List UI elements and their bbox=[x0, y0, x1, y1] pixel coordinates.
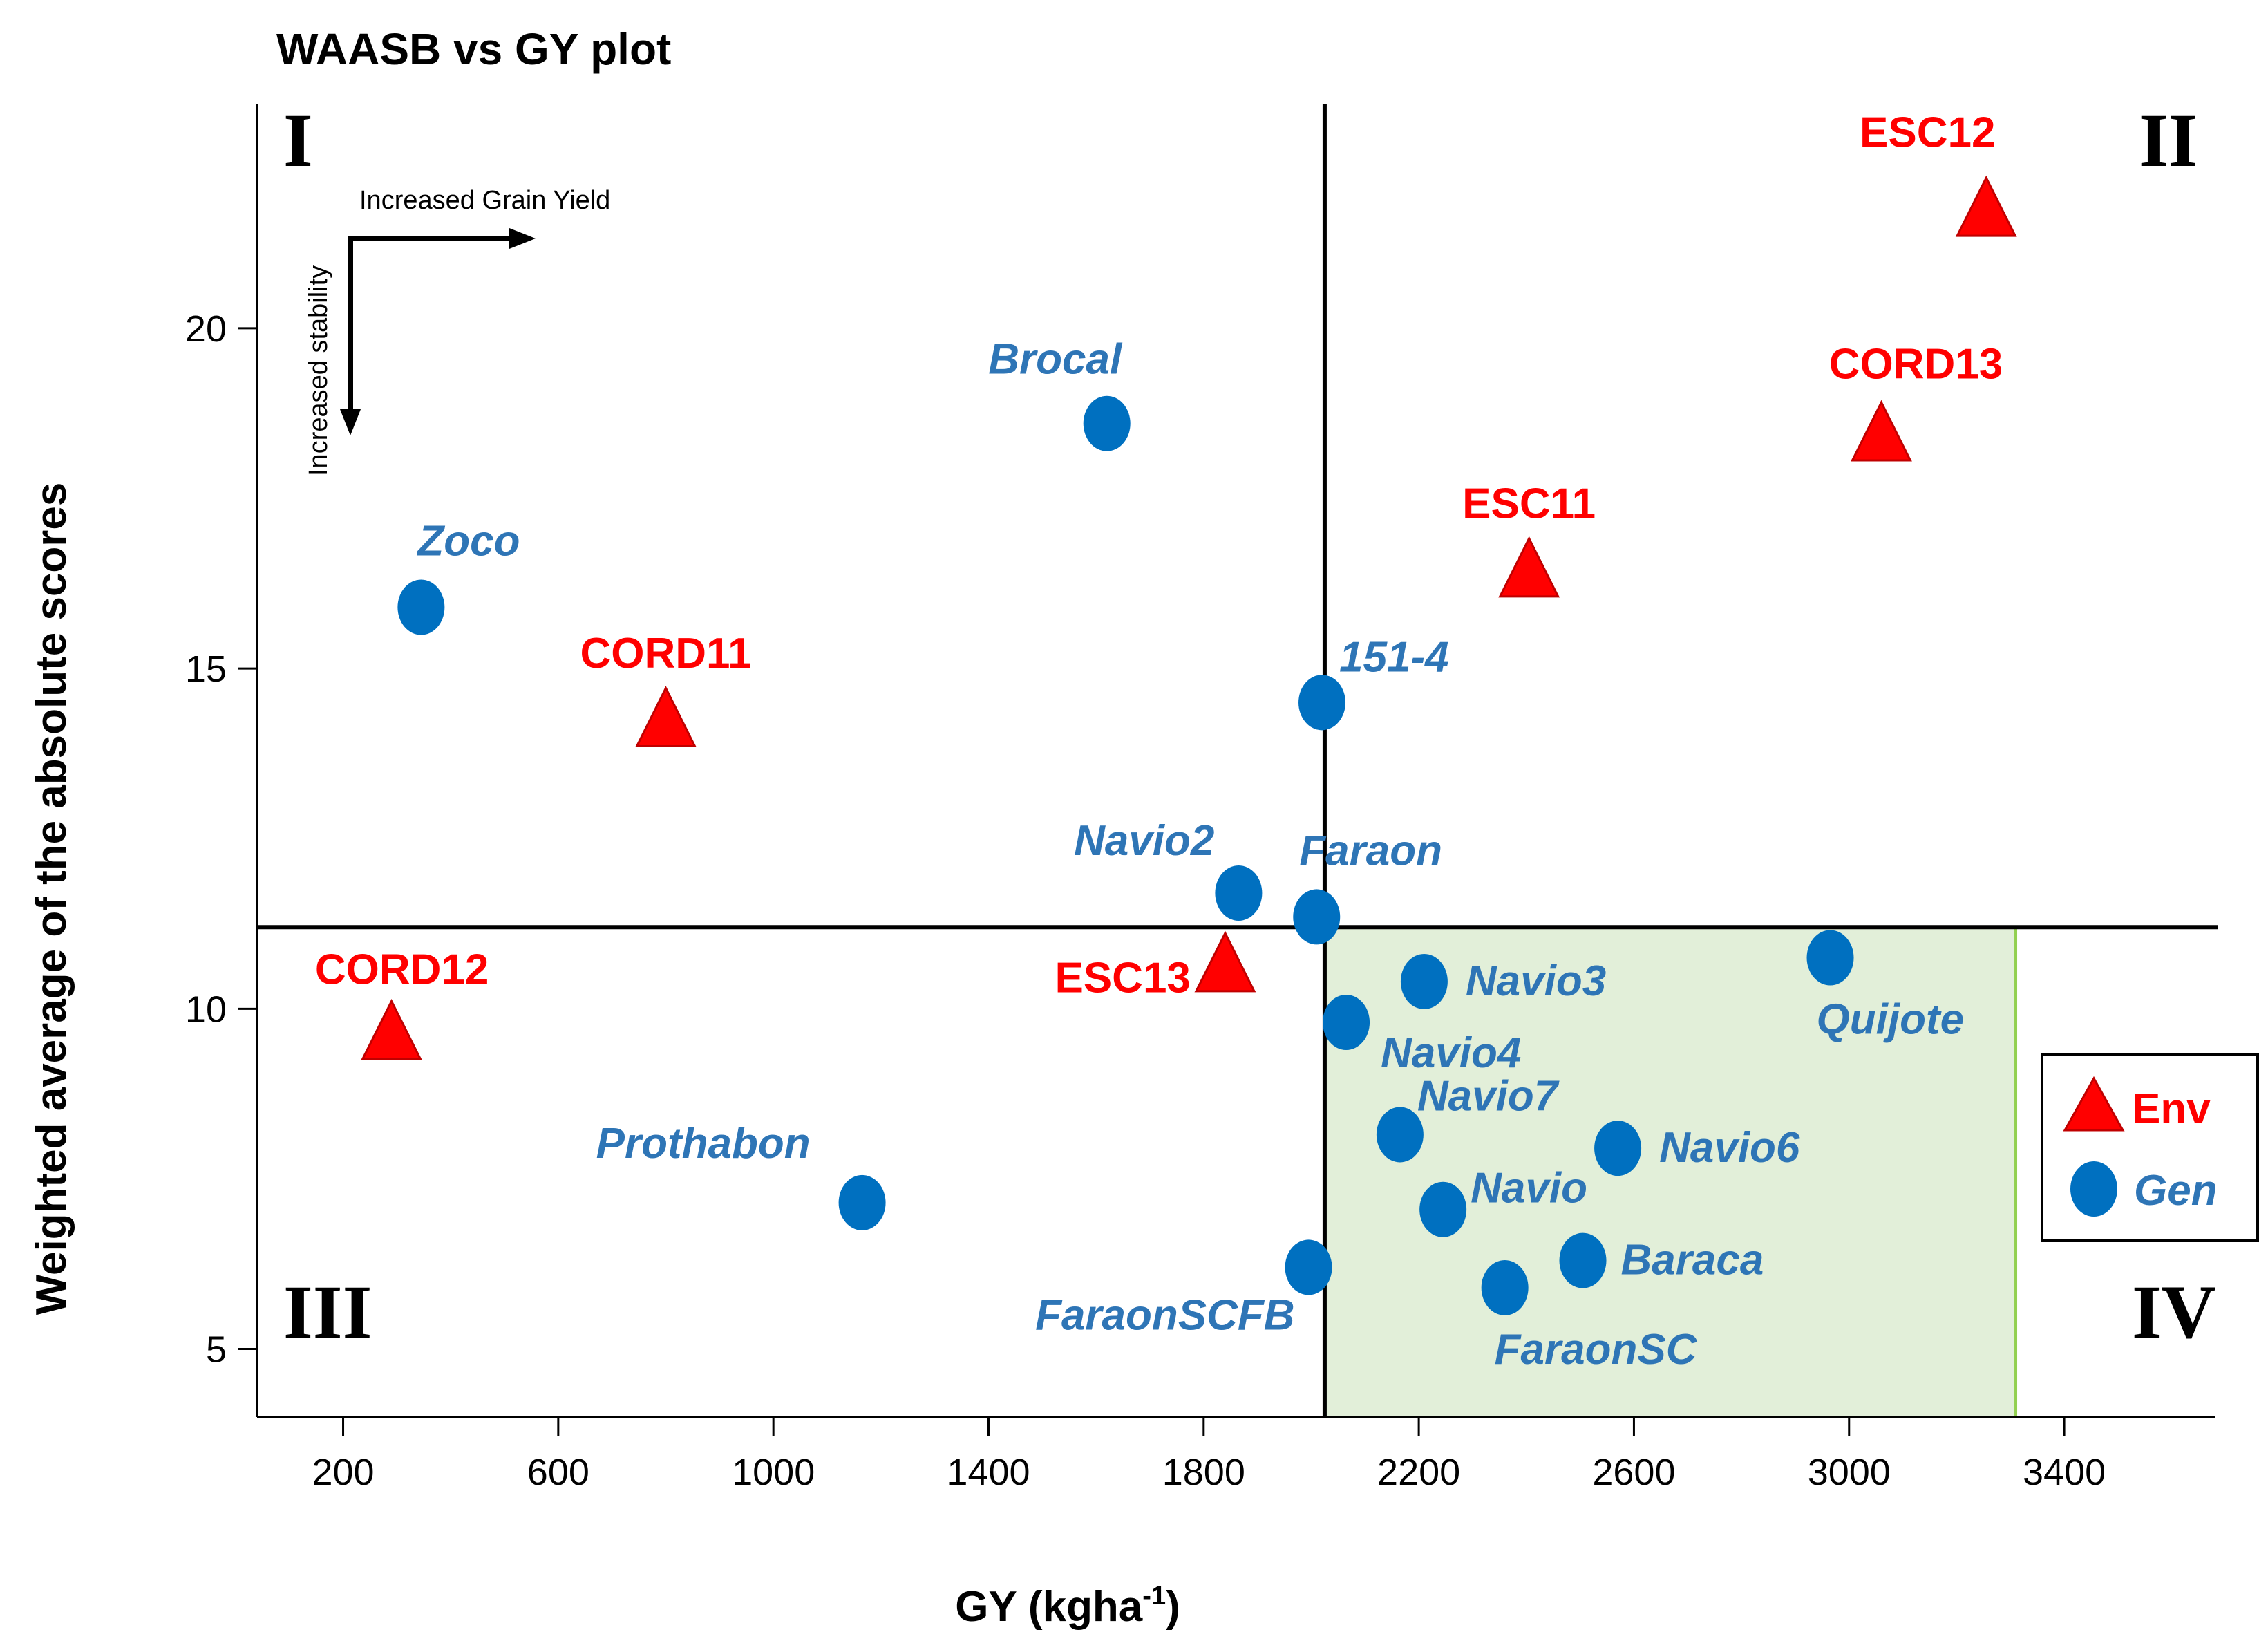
x-tick-label: 2600 bbox=[1592, 1452, 1675, 1493]
gen-point-label: 151-4 bbox=[1339, 633, 1449, 681]
y-tick-label: 10 bbox=[185, 988, 227, 1030]
gen-point bbox=[397, 579, 445, 635]
quadrant-label-1: I bbox=[283, 98, 313, 182]
quadrant-label-2: II bbox=[2139, 98, 2198, 182]
y-tick-label: 20 bbox=[185, 308, 227, 350]
gen-point bbox=[1215, 865, 1263, 921]
y-tick-label: 5 bbox=[206, 1329, 227, 1371]
env-point-label: CORD12 bbox=[315, 946, 489, 994]
chart-title: WAASB vs GY plot bbox=[276, 24, 671, 74]
env-point-label: ESC11 bbox=[1462, 480, 1596, 527]
gen-point bbox=[1806, 930, 1854, 986]
y-tick-label: 15 bbox=[185, 648, 227, 690]
gen-point-label: Baraca bbox=[1621, 1237, 1764, 1284]
y-axis-ticks: 5 10 15 20 bbox=[185, 308, 257, 1371]
x-tick-label: 1000 bbox=[732, 1452, 815, 1493]
gen-point-label: Navio4 bbox=[1381, 1029, 1521, 1077]
gen-point bbox=[1293, 889, 1341, 945]
x-tick-label: 1800 bbox=[1162, 1452, 1245, 1493]
gen-point-label: Brocal bbox=[988, 336, 1123, 384]
x-arrow-head-icon bbox=[509, 228, 536, 249]
gen-point bbox=[1419, 1181, 1467, 1237]
x-tick-label: 2200 bbox=[1377, 1452, 1460, 1493]
gen-point-label: Navio7 bbox=[1417, 1072, 1560, 1120]
gen-point-label: Quijote bbox=[1817, 995, 1965, 1043]
quadrant-label-3: III bbox=[283, 1270, 372, 1354]
legend-box bbox=[2041, 1053, 2259, 1242]
env-point bbox=[1194, 930, 1256, 993]
gen-point-label: Navio6 bbox=[1659, 1124, 1800, 1172]
env-point-label: ESC13 bbox=[1055, 954, 1190, 1002]
gen-point bbox=[1559, 1232, 1607, 1288]
gen-point-label: Navio2 bbox=[1074, 817, 1214, 865]
data-points bbox=[361, 175, 2017, 1315]
y-arrow-label: Increased stability bbox=[304, 265, 333, 476]
env-point bbox=[1955, 175, 2017, 237]
legend-gen-marker-icon bbox=[2070, 1161, 2117, 1217]
env-point-label: ESC12 bbox=[1860, 109, 1995, 157]
legend-gen-label: Gen bbox=[2134, 1167, 2218, 1215]
env-point bbox=[1498, 536, 1560, 598]
gen-point bbox=[1285, 1239, 1332, 1295]
legend: Env Gen bbox=[2041, 1053, 2259, 1242]
gen-point bbox=[1400, 953, 1448, 1009]
env-point bbox=[361, 998, 423, 1060]
gen-point bbox=[1083, 395, 1131, 451]
x-tick-label: 1400 bbox=[947, 1452, 1030, 1493]
gen-point bbox=[1594, 1121, 1642, 1176]
gen-point-label: Prothabon bbox=[596, 1120, 811, 1168]
data-labels: Brocal Zoco 151-4 Navio2 Faraon Navio3 Navio4 Q… bbox=[315, 109, 2003, 1374]
gen-point bbox=[838, 1174, 886, 1230]
direction-arrows bbox=[340, 228, 536, 435]
x-tick-label: 600 bbox=[527, 1452, 589, 1493]
env-point-label: CORD13 bbox=[1829, 340, 2003, 388]
highlight-region bbox=[1323, 926, 2018, 1418]
gen-point bbox=[1298, 675, 1346, 731]
gen-point-label: Navio3 bbox=[1466, 957, 1606, 1005]
x-tick-label: 3400 bbox=[2023, 1452, 2106, 1493]
gen-point bbox=[1376, 1107, 1424, 1163]
gen-point bbox=[1323, 995, 1370, 1051]
x-tick-label: 200 bbox=[312, 1452, 374, 1493]
x-axis-ticks: 200 600 1000 1400 1800 2200 2600 3000 3400 bbox=[312, 1417, 2106, 1493]
legend-env-marker-icon bbox=[2063, 1076, 2125, 1132]
gen-point-label: FaraonSC bbox=[1495, 1326, 1698, 1374]
env-point-label: CORD11 bbox=[580, 630, 751, 677]
env-point bbox=[635, 686, 697, 747]
gen-point bbox=[1481, 1259, 1529, 1315]
gen-point-label: Faraon bbox=[1299, 827, 1442, 874]
legend-env-label: Env bbox=[2132, 1085, 2211, 1133]
x-arrow-label: Increased Grain Yield bbox=[359, 186, 610, 215]
gen-point-label: Navio bbox=[1471, 1165, 1587, 1212]
y-arrow-head-icon bbox=[340, 409, 361, 435]
gen-point-label: FaraonSCFB bbox=[1035, 1291, 1294, 1339]
gen-point-label: Zoco bbox=[416, 517, 520, 565]
env-point bbox=[1851, 400, 1912, 462]
y-axis-label: Weighted average of the absolute scores bbox=[28, 482, 75, 1315]
x-axis-label: GY (kgha-1) bbox=[955, 1582, 1180, 1631]
quadrant-label-4: IV bbox=[2132, 1270, 2216, 1354]
x-tick-label: 3000 bbox=[1808, 1452, 1891, 1493]
